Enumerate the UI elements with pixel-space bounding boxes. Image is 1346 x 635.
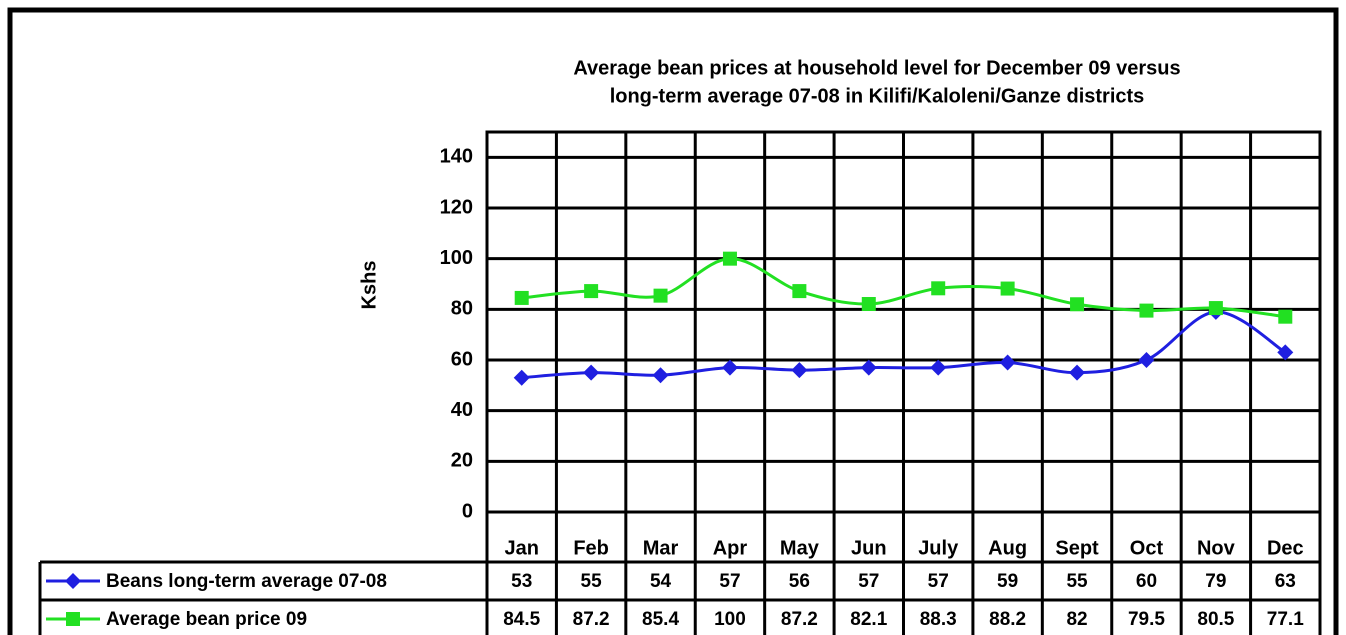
chart-title: long-term average 07-08 in Kilifi/Kalole… (610, 85, 1145, 107)
table-value: 84.5 (503, 609, 540, 630)
table-value: 53 (511, 571, 532, 592)
data-point (1070, 297, 1085, 312)
table-value: 55 (581, 571, 603, 592)
data-point (652, 367, 669, 384)
table-value: 88.3 (920, 609, 957, 630)
x-tick-label: Feb (573, 537, 609, 559)
data-point (1069, 364, 1086, 381)
x-tick-label: Apr (713, 537, 748, 559)
table-value: 57 (928, 571, 949, 592)
data-point (1278, 309, 1293, 324)
table-value: 82.1 (850, 609, 887, 630)
table-value: 55 (1066, 571, 1088, 592)
table-value: 82 (1066, 609, 1087, 630)
data-point (722, 251, 737, 266)
data-point (1138, 352, 1155, 368)
y-axis-label: Kshs (358, 261, 380, 310)
table-value: 87.2 (781, 609, 818, 630)
table-value: 87.2 (573, 609, 610, 630)
legend-marker (66, 612, 80, 626)
x-tick-label: Dec (1267, 537, 1304, 559)
data-point (513, 369, 530, 386)
x-tick-label: Jan (504, 537, 538, 559)
table-value: 77.1 (1267, 609, 1304, 630)
x-tick-label: Oct (1130, 537, 1164, 559)
legend-marker (65, 573, 81, 589)
table-value: 60 (1136, 571, 1157, 592)
x-tick-label: Aug (988, 537, 1027, 559)
data-point (1000, 281, 1015, 296)
table-value: 79.5 (1128, 609, 1165, 630)
data-point (791, 362, 808, 379)
table-value: 54 (650, 571, 672, 592)
y-tick-label: 0 (462, 500, 473, 522)
chart-title: Average bean prices at household level f… (573, 57, 1180, 79)
y-tick-label: 140 (440, 146, 473, 168)
data-point (1208, 301, 1223, 316)
x-tick-label: Nov (1197, 537, 1236, 559)
y-tick-label: 60 (451, 348, 473, 370)
x-tick-label: Mar (643, 537, 679, 559)
y-tick-label: 20 (451, 450, 473, 472)
data-point (584, 284, 599, 299)
data-point (860, 359, 877, 376)
data-point (1277, 344, 1294, 361)
x-tick-label: July (918, 537, 959, 559)
data-point (930, 359, 947, 376)
x-tick-label: Jun (851, 537, 887, 559)
data-point (861, 297, 876, 312)
data-point (931, 281, 946, 296)
table-value: 56 (789, 571, 810, 592)
table-value: 100 (714, 609, 746, 630)
legend-label: Beans long-term average 07-08 (106, 571, 387, 592)
data-point (653, 288, 668, 303)
data-point (583, 364, 600, 381)
table-value: 59 (997, 571, 1018, 592)
chart-border (7, 7, 1339, 635)
table-value: 88.2 (989, 609, 1026, 630)
data-point (1139, 303, 1154, 318)
table-value: 79 (1205, 571, 1226, 592)
legend-label: Average bean price 09 (106, 609, 307, 630)
table-value: 57 (719, 571, 740, 592)
table-value: 63 (1275, 571, 1296, 592)
data-point (721, 359, 738, 376)
y-tick-label: 40 (451, 399, 473, 421)
y-tick-label: 80 (451, 298, 473, 320)
data-point (999, 354, 1016, 371)
data-point (514, 290, 529, 305)
table-value: 57 (858, 571, 879, 592)
y-tick-label: 120 (440, 196, 473, 218)
x-tick-label: May (780, 537, 820, 559)
table-value: 80.5 (1197, 609, 1234, 630)
data-point (792, 284, 807, 299)
y-tick-label: 100 (440, 247, 473, 269)
table-value: 85.4 (642, 609, 679, 630)
x-tick-label: Sept (1055, 537, 1099, 559)
